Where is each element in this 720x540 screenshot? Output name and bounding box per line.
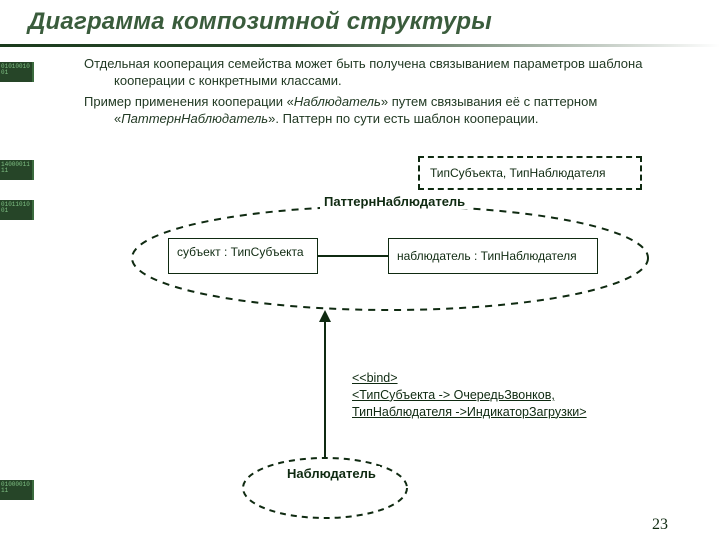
- pattern-observer-label: ПаттернНаблюдатель: [320, 194, 469, 209]
- paragraph-1: Отдельная кооперация семейства может быт…: [84, 56, 642, 88]
- subject-role-box: субъект : ТипСубъекта: [168, 238, 318, 274]
- body-text: Отдельная кооперация семейства может быт…: [44, 56, 694, 132]
- page-title: Диаграмма композитной структуры: [28, 8, 720, 36]
- paragraph-2b: Наблюдатель: [294, 94, 381, 109]
- sidebar-bits: 1400001111: [0, 160, 34, 180]
- subject-role-text: субъект : ТипСубъекта: [177, 245, 304, 259]
- sidebar-bits: 0100001011: [0, 480, 34, 500]
- template-params-text: ТипСубъекта, ТипНаблюдателя: [430, 166, 606, 180]
- page-number: 23: [652, 516, 668, 534]
- decorative-sidebar: 0101001001 1400001111 0101101001 0100001…: [0, 50, 36, 500]
- paragraph-2e: ». Паттерн по сути есть шаблон коопераци…: [268, 111, 538, 126]
- composite-structure-diagram: ПаттернНаблюдатель ТипСубъекта, ТипНаблю…: [40, 148, 700, 518]
- role-connector: [318, 255, 388, 257]
- bind-arrowhead: [319, 310, 331, 322]
- bind-arrow-line: [324, 318, 326, 458]
- bind-line1: <<bind>: [352, 371, 398, 385]
- bind-line2: <ТипСубъекта -> ОчередьЗвонков,: [352, 388, 555, 402]
- sidebar-bits: 0101001001: [0, 62, 34, 82]
- observer-role-box: наблюдатель : ТипНаблюдателя: [388, 238, 598, 274]
- observer-collab-ellipse: [235, 448, 415, 528]
- bind-stereotype-text: <<bind> <ТипСубъекта -> ОчередьЗвонков, …: [352, 370, 652, 421]
- paragraph-2d: ПаттернНаблюдатель: [121, 111, 268, 126]
- observer-collab-label: Наблюдатель: [283, 466, 380, 481]
- sidebar-bits: 0101101001: [0, 200, 34, 220]
- paragraph-2a: Пример применения кооперации «: [84, 94, 294, 109]
- bind-line3: ТипНаблюдателя ->ИндикаторЗагрузки>: [352, 405, 587, 419]
- title-underline: [0, 44, 720, 47]
- template-params-box: ТипСубъекта, ТипНаблюдателя: [418, 156, 642, 190]
- observer-role-text: наблюдатель : ТипНаблюдателя: [397, 249, 577, 263]
